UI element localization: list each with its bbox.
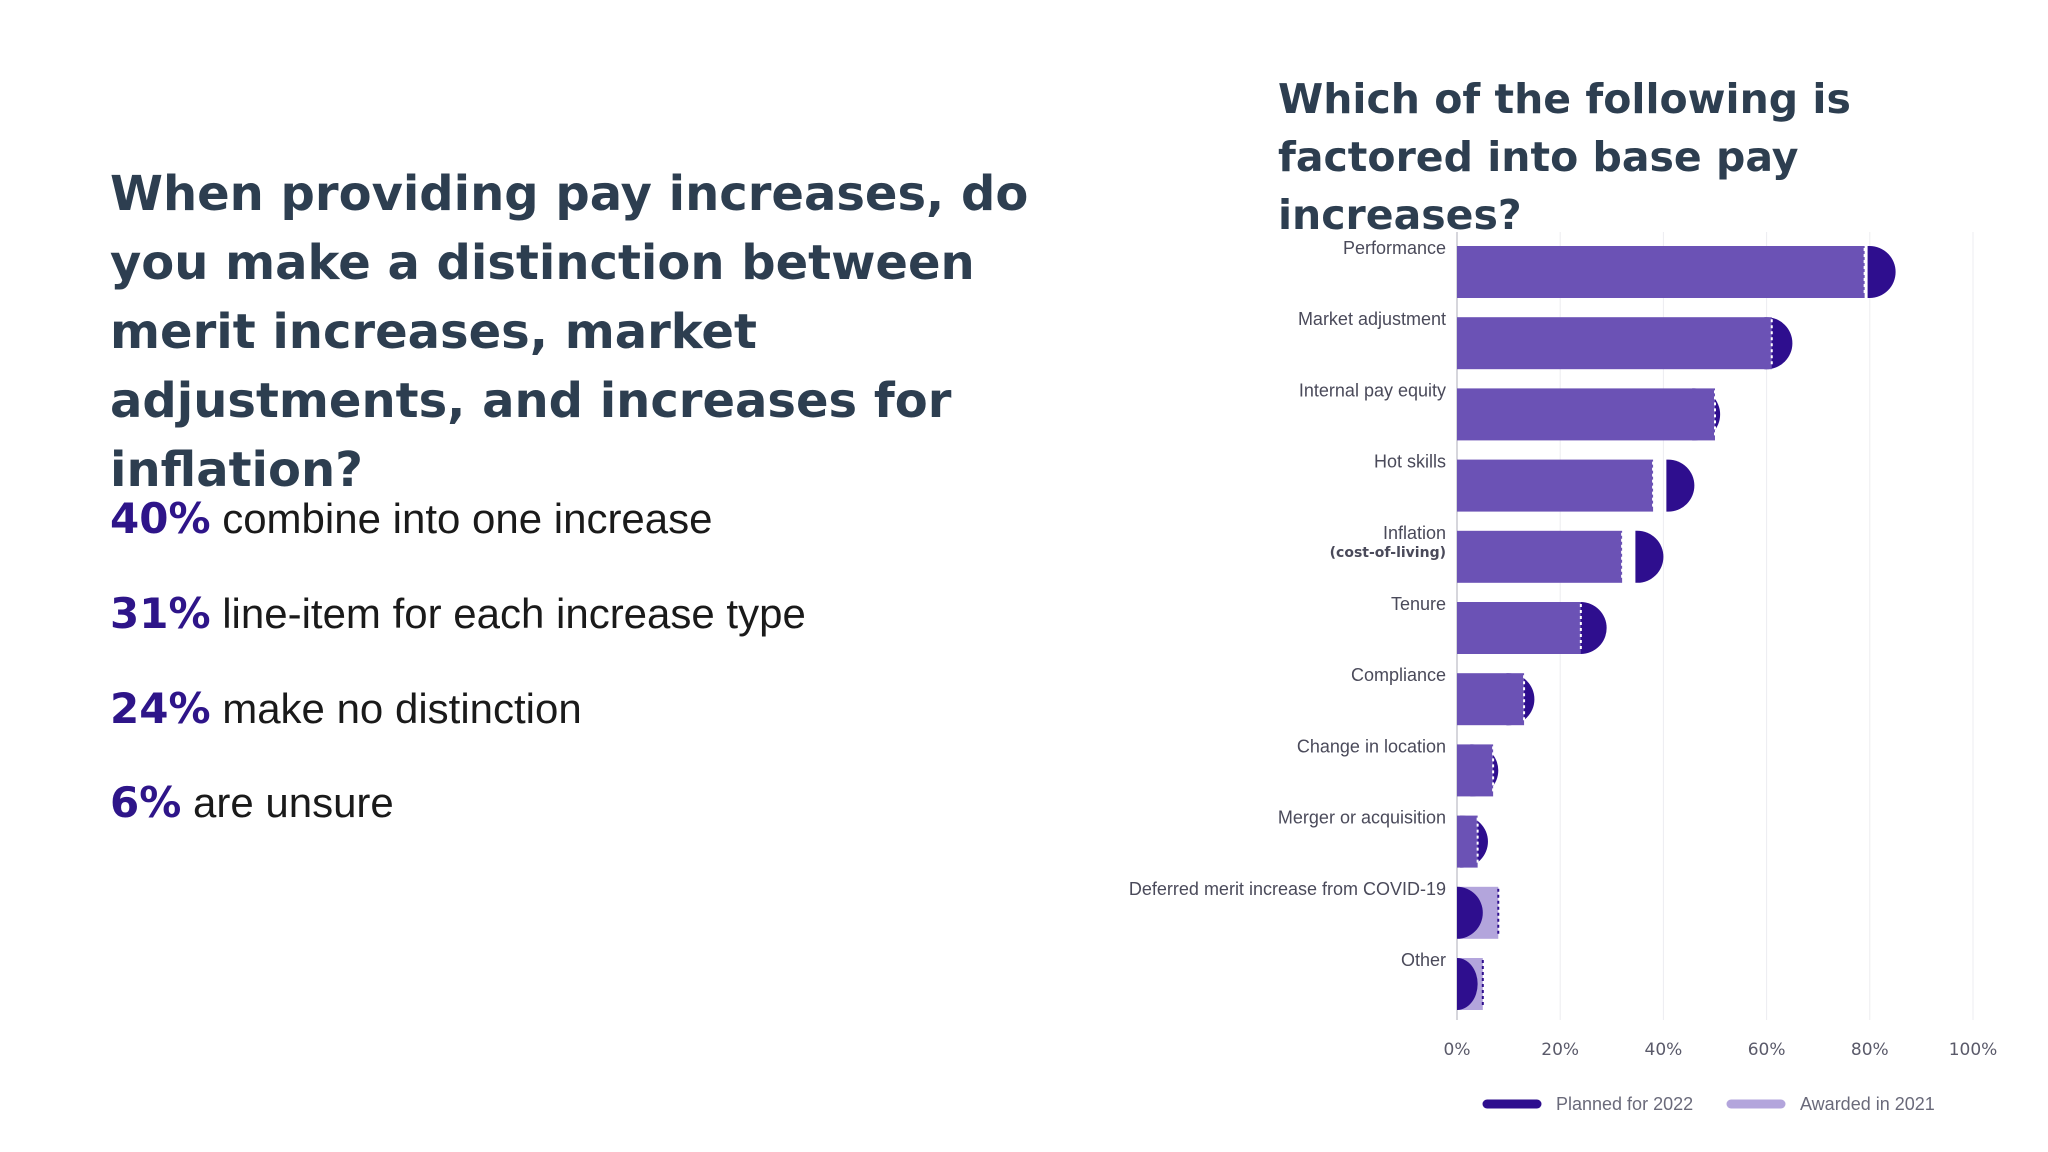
stat-text: combine into one increase [222,495,713,542]
bar-planned-2022 [1457,886,1483,939]
category-label: Tenure [1391,594,1446,614]
category-label: Change in location [1297,736,1446,756]
stat-percent: 31% [110,589,211,638]
stat-text: are unsure [192,779,394,826]
bar-planned-2022 [1867,246,1896,298]
category-label: Performance [1343,238,1446,258]
x-tick-label: 0% [1444,1040,1471,1060]
bar-awarded-2021 [1457,744,1494,797]
x-tick-label: 100% [1949,1040,1998,1060]
survey-question: When providing pay increases, do you mak… [110,166,1029,498]
category-label: Inflation [1383,523,1446,543]
category-label: Other [1401,950,1446,970]
bar-planned-2022 [1578,602,1607,654]
stat-combine: 40% combine into one increase [110,494,713,543]
stat-no-distinction: 24% make no distinction [110,684,582,733]
bar-awarded-2021 [1457,530,1623,583]
bar-awarded-2021 [1457,459,1654,512]
bar-awarded-2021 [1457,388,1715,441]
bar-awarded-2021 [1457,815,1478,868]
category-label: Internal pay equity [1299,380,1446,400]
bar-planned-2022 [1666,459,1695,512]
category-label: Hot skills [1374,452,1446,472]
x-tick-label: 40% [1645,1040,1683,1060]
bar-planned-2022 [1457,958,1478,1010]
x-tick-label: 20% [1541,1040,1579,1060]
category-label: Deferred merit increase from COVID-19 [1129,879,1446,899]
bar-planned-2022 [1635,530,1664,583]
category-label: Compliance [1351,665,1446,685]
legend-label-planned: Planned for 2022 [1556,1094,1693,1114]
stat-line-item: 31% line-item for each increase type [110,589,806,638]
category-sublabel: (cost-of-living) [1330,545,1446,561]
chart-title: Which of the following is factored into … [1278,75,1851,239]
stat-unsure: 6% are unsure [110,778,394,827]
bar-awarded-2021 [1457,602,1581,654]
x-tick-label: 80% [1851,1040,1889,1060]
bar-awarded-2021 [1457,673,1525,726]
x-tick-label: 60% [1748,1040,1786,1060]
stat-text: line-item for each increase type [222,590,806,637]
category-label: Merger or acquisition [1278,808,1446,828]
bar-awarded-2021 [1457,246,1865,298]
stat-percent: 6% [110,778,182,827]
category-label: Market adjustment [1298,309,1446,329]
legend-label-awarded: Awarded in 2021 [1800,1094,1935,1114]
stat-text: make no distinction [222,685,582,732]
stat-percent: 40% [110,494,211,543]
stat-percent: 24% [110,684,211,733]
bar-awarded-2021 [1457,317,1772,370]
